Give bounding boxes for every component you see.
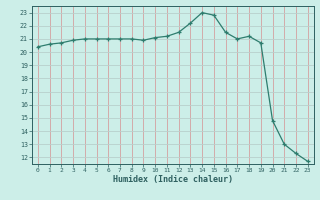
X-axis label: Humidex (Indice chaleur): Humidex (Indice chaleur)	[113, 175, 233, 184]
